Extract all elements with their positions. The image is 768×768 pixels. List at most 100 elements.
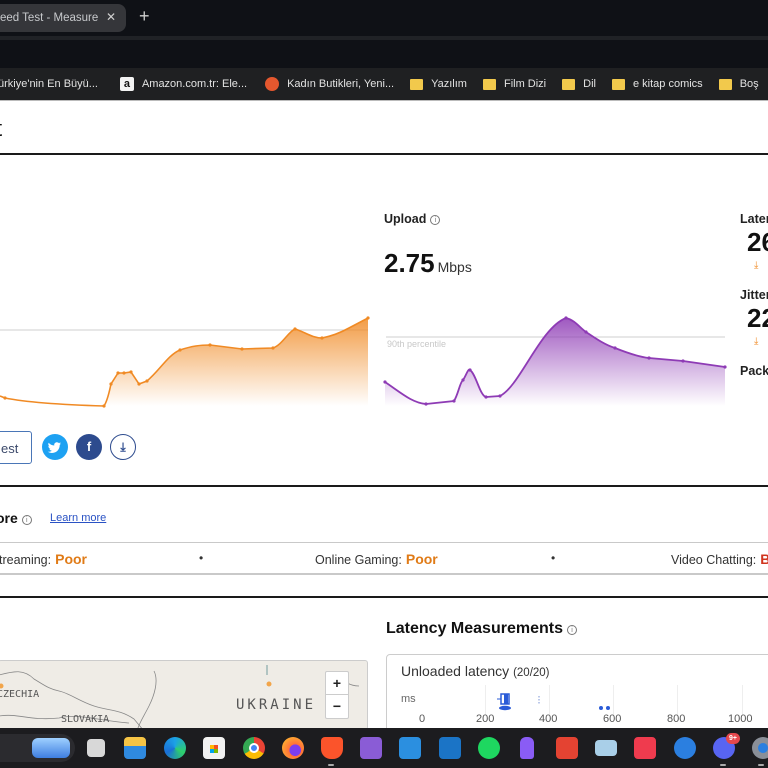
obsidian-icon[interactable]	[520, 737, 534, 759]
score-label: treaming:	[0, 553, 52, 567]
photos-icon[interactable]	[595, 740, 617, 756]
todoist-icon[interactable]	[556, 737, 578, 759]
running-indicator	[720, 764, 726, 766]
address-bar[interactable]	[0, 36, 768, 68]
taskbar-search[interactable]	[0, 734, 75, 762]
latency-value: 26	[747, 227, 768, 257]
map-label-ukraine: UKRAINE	[236, 697, 317, 713]
download-arrow-icon: ⤓	[754, 336, 759, 347]
learn-more-link[interactable]: Learn more	[50, 512, 107, 524]
notification-badge: 9+	[726, 733, 740, 744]
info-icon[interactable]: i	[430, 215, 441, 225]
info-icon[interactable]: i	[566, 625, 577, 635]
zoom-out-button[interactable]: −	[332, 698, 342, 714]
folder-icon	[410, 78, 424, 90]
score-value: Poor	[55, 551, 87, 567]
vscode-icon[interactable]	[399, 737, 421, 759]
amazon-icon: a	[119, 77, 134, 91]
separator-dot: •	[199, 551, 204, 565]
bookmark-label: Film Dizi	[503, 78, 547, 90]
bookmark-label: Yazılım	[431, 78, 467, 90]
zoom-in-button[interactable]: +	[326, 672, 348, 695]
upload-value: 2.75 Mbps	[384, 248, 472, 279]
settings-icon[interactable]	[752, 737, 768, 759]
bookmark-folder-film-dizi[interactable]: Film Dizi	[482, 78, 547, 90]
running-indicator	[758, 764, 764, 766]
outlook-icon[interactable]	[439, 737, 461, 759]
running-indicator	[328, 764, 334, 766]
latency-measurements-title: Latency Measurements i	[386, 620, 577, 638]
ms-unit-label: ms	[401, 693, 416, 705]
network-score-title: ore i	[0, 510, 32, 526]
download-arrow-icon: ⤓	[754, 260, 759, 271]
test-again-button[interactable]: est	[0, 431, 32, 464]
upload-speed: 2.75	[384, 248, 435, 278]
bookmark-label: Boş	[739, 78, 759, 90]
map-label-slovakia: SLOVAKIA	[61, 714, 110, 725]
upload-label-text: Upload	[384, 212, 427, 226]
browser-tab[interactable]: eed Test - Measure N ✕	[0, 4, 126, 32]
edge-icon[interactable]	[164, 737, 186, 759]
tab-title: eed Test - Measure N	[0, 12, 100, 24]
widgets-icon	[32, 738, 70, 758]
unloaded-latency-card: Unloaded latency (20/20) ms 0 200 400 60…	[386, 654, 768, 734]
latency-title-text: Latency Measurements	[386, 620, 563, 637]
bookmark-label: Dil	[583, 78, 596, 90]
map-label-czechia: CZECHIA	[0, 689, 40, 700]
info-icon[interactable]: i	[21, 515, 32, 525]
page-title: t	[0, 116, 2, 142]
facebook-share-button[interactable]: f	[76, 434, 102, 460]
score-streaming: treaming: Poor	[0, 551, 87, 567]
bookmark-folder-e-kitap[interactable]: e kitap comics	[611, 78, 703, 90]
bookmark-turkiye[interactable]: ürkiye'nin En Büyü...	[0, 78, 98, 90]
bookmark-folder-bos[interactable]: Boş	[718, 78, 759, 90]
bookmark-kadin[interactable]: Kadın Butikleri, Yeni...	[265, 77, 394, 91]
speed-charts: 90th percentile	[0, 316, 727, 408]
axis-tick: 400	[539, 713, 558, 725]
upload-unit: Mbps	[437, 259, 472, 275]
download-icon: ⤓	[120, 440, 126, 454]
bookmark-amazon[interactable]: a Amazon.com.tr: Ele...	[119, 77, 248, 91]
score-label: Online Gaming:	[315, 553, 402, 567]
divider	[0, 596, 768, 598]
score-value: B	[760, 551, 768, 567]
axis-tick: 800	[667, 713, 686, 725]
map-zoom-control: + −	[325, 671, 349, 719]
taskbar: 9+	[0, 728, 768, 768]
brave-icon[interactable]	[321, 737, 343, 759]
unloaded-latency-title: Unloaded latency (20/20)	[401, 663, 550, 679]
unloaded-count: (20/20)	[513, 667, 550, 679]
download-results-button[interactable]: ⤓	[110, 434, 136, 460]
score-video-chatting: Video Chatting: B	[671, 551, 768, 567]
page-content: t l 90th percentile	[0, 100, 768, 734]
server-map[interactable]: CZECHIA SLOVAKIA UKRAINE + −	[0, 660, 368, 730]
folder-icon	[562, 78, 576, 90]
score-online-gaming: Online Gaming: Poor	[315, 551, 438, 567]
app-a-icon[interactable]	[674, 737, 696, 759]
chrome-icon[interactable]	[243, 737, 265, 759]
file-explorer-icon[interactable]	[124, 737, 146, 759]
close-tab-icon[interactable]: ✕	[106, 10, 117, 24]
jitter-value: 22	[747, 303, 768, 333]
calendar-icon[interactable]	[634, 737, 656, 759]
bookmark-label: Kadın Butikleri, Yeni...	[287, 78, 395, 90]
firefox-icon[interactable]	[282, 737, 304, 759]
divider	[0, 485, 768, 487]
twitter-icon	[47, 442, 61, 453]
bookmark-label: Amazon.com.tr: Ele...	[141, 78, 248, 90]
bookmark-folder-yazilim[interactable]: Yazılım	[410, 78, 467, 90]
spotify-icon[interactable]	[478, 737, 500, 759]
axis-tick: 600	[603, 713, 622, 725]
task-view-icon[interactable]	[87, 739, 105, 757]
bookmark-folder-dil[interactable]: Dil	[562, 78, 596, 90]
kadin-icon	[265, 77, 280, 91]
quality-score-bar: treaming: Poor • Online Gaming: Poor • Vid…	[0, 542, 768, 575]
new-tab-button[interactable]: +	[139, 6, 150, 26]
folder-icon	[482, 78, 496, 90]
twitter-share-button[interactable]	[42, 434, 68, 460]
folder-icon	[611, 78, 625, 90]
separator-dot: •	[551, 551, 556, 565]
visual-studio-icon[interactable]	[360, 737, 382, 759]
folder-icon	[718, 78, 732, 90]
store-icon[interactable]	[203, 737, 225, 759]
